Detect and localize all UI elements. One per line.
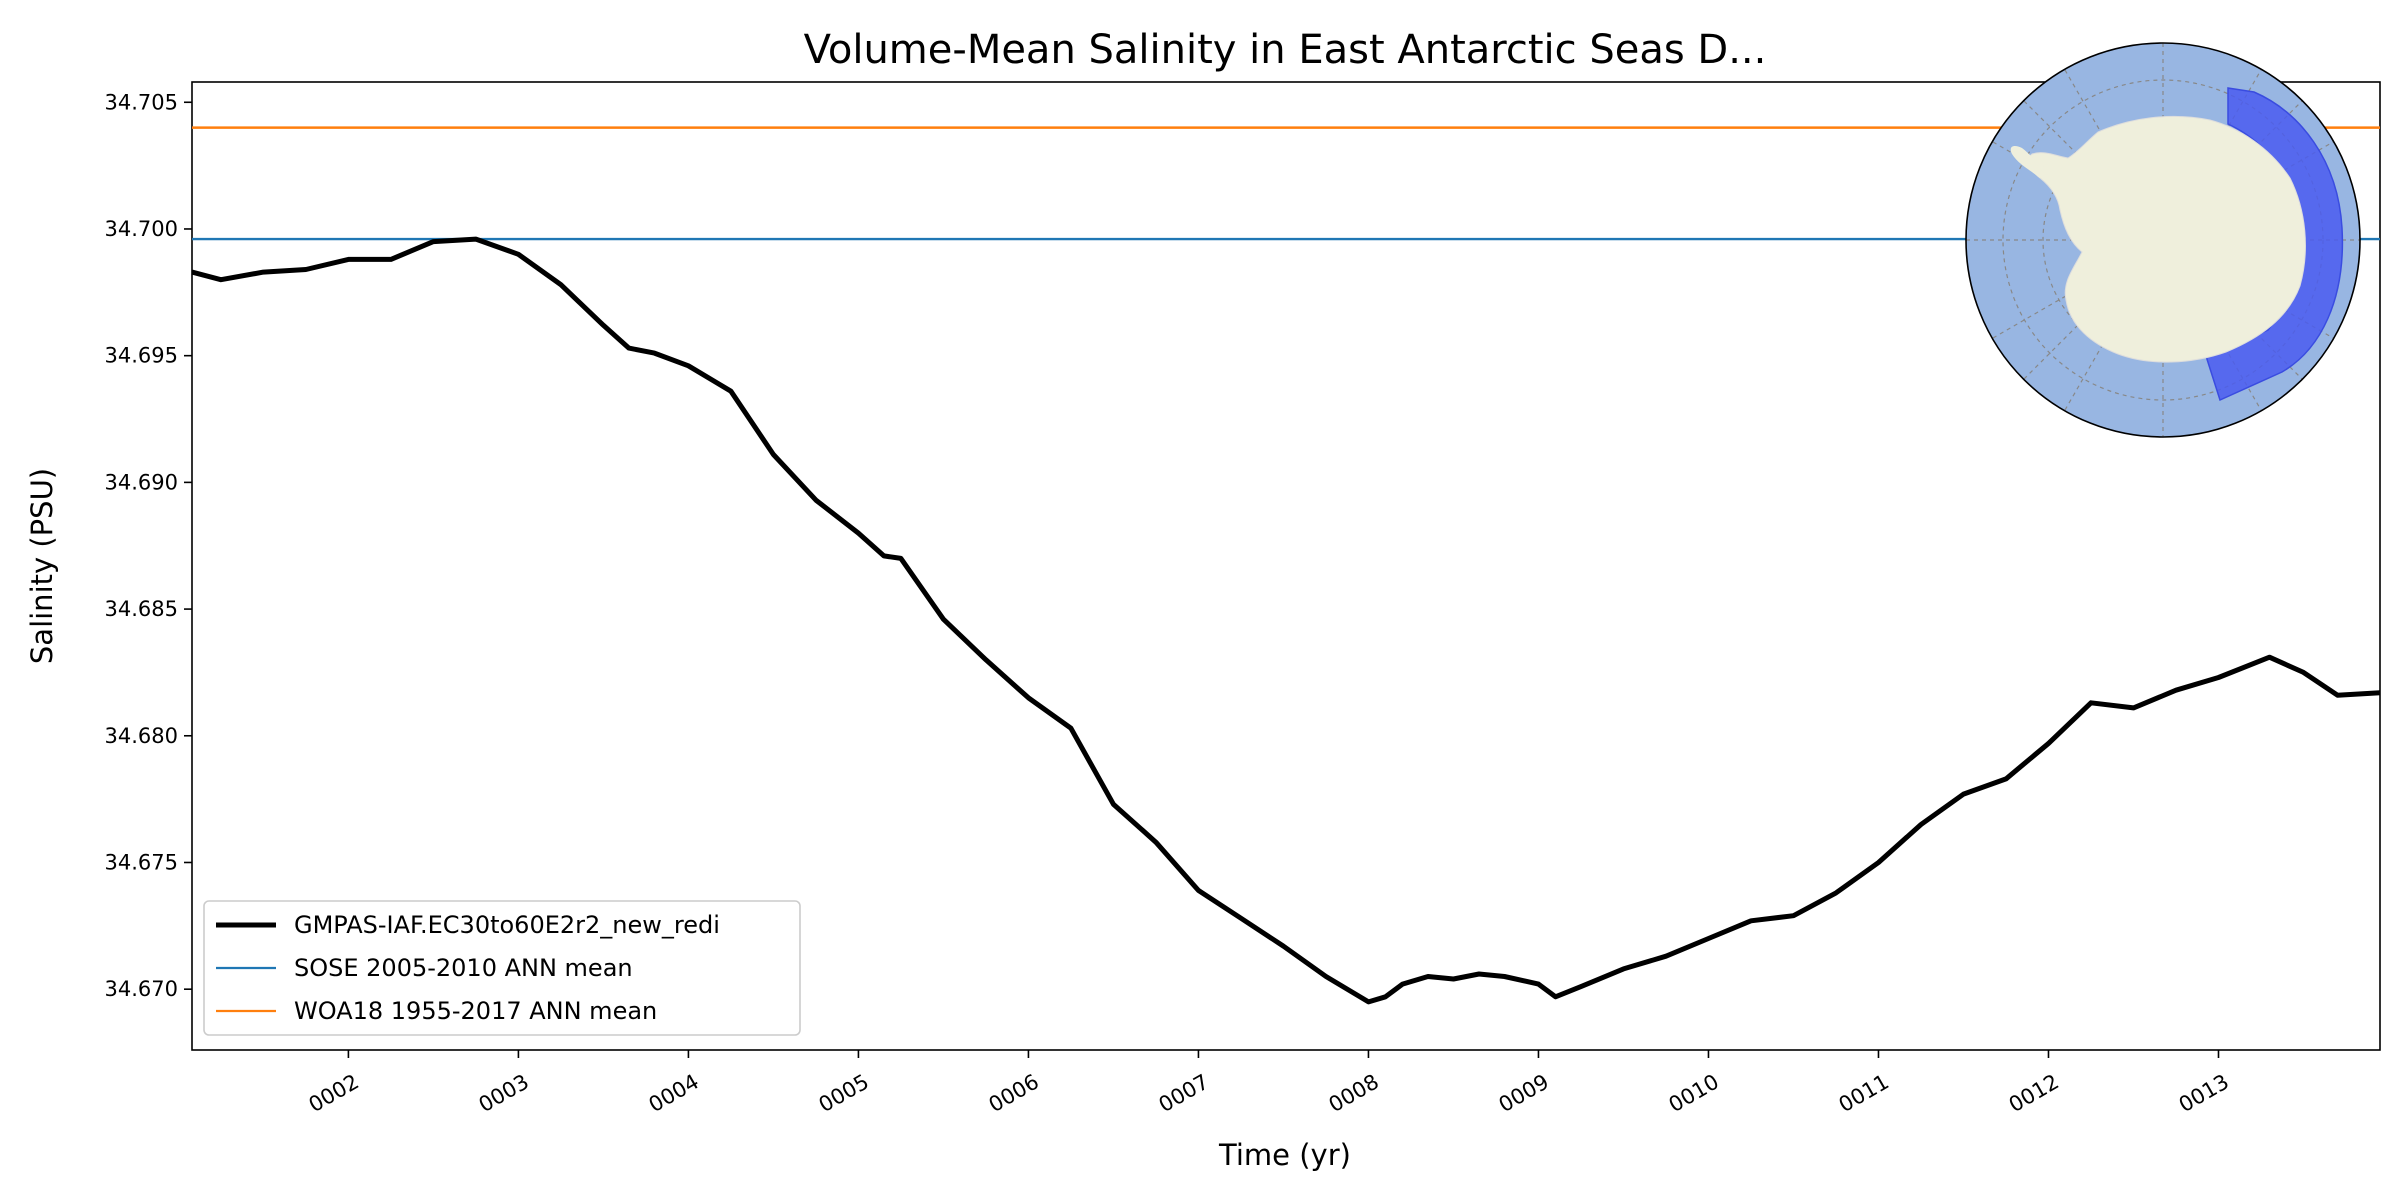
legend-label-model: GMPAS-IAF.EC30to60E2r2_new_redi [294,911,720,939]
x-tick-label: 0011 [1835,1070,1893,1118]
y-tick-label: 34.685 [105,597,178,621]
x-tick-label: 0004 [645,1070,703,1118]
legend-label-sose: SOSE 2005-2010 ANN mean [294,954,633,982]
x-tick-label: 0003 [475,1070,533,1118]
y-tick-label: 34.690 [105,470,178,494]
x-axis: 0002 0003 0004 0005 0006 0007 0008 0009 0010 0011… [305,1050,2233,1117]
series-line-0 [191,236,2381,1005]
legend: GMPAS-IAF.EC30to60E2r2_new_redi SOSE 200… [203,900,801,1036]
x-tick-label: 0008 [1325,1070,1383,1118]
x-tick-label: 0010 [1665,1070,1723,1118]
x-axis-label: Time (yr) [1218,1138,1351,1172]
y-tick-label: 34.700 [105,217,178,241]
y-axis: 34.670 34.675 34.680 34.685 34.690 34.695 34.7… [105,90,192,1001]
x-tick-label: 0005 [815,1070,873,1118]
x-tick-label: 0012 [2005,1070,2063,1118]
x-tick-label: 0002 [305,1070,363,1118]
plot-frame [191,81,2381,1051]
x-tick-label: 0007 [1155,1070,1213,1118]
legend-box [203,900,801,1036]
y-axis-label: Salinity (PSU) [25,468,59,664]
y-tick-label: 34.680 [105,724,178,748]
y-tick-label: 34.670 [105,977,178,1001]
y-tick-label: 34.675 [105,850,178,874]
region-inset-map [1965,42,2361,438]
x-tick-label: 0013 [2175,1070,2233,1118]
y-tick-label: 34.705 [105,90,178,114]
map-border [1965,42,2361,438]
y-tick-label: 34.695 [105,344,178,368]
x-tick-label: 0006 [985,1070,1043,1118]
chart-title: Volume-Mean Salinity in East Antarctic S… [804,27,1767,73]
legend-label-woa: WOA18 1955-2017 ANN mean [294,997,657,1025]
map-antarctic-peninsula [2010,146,2046,178]
x-tick-label: 0009 [1495,1070,1553,1118]
